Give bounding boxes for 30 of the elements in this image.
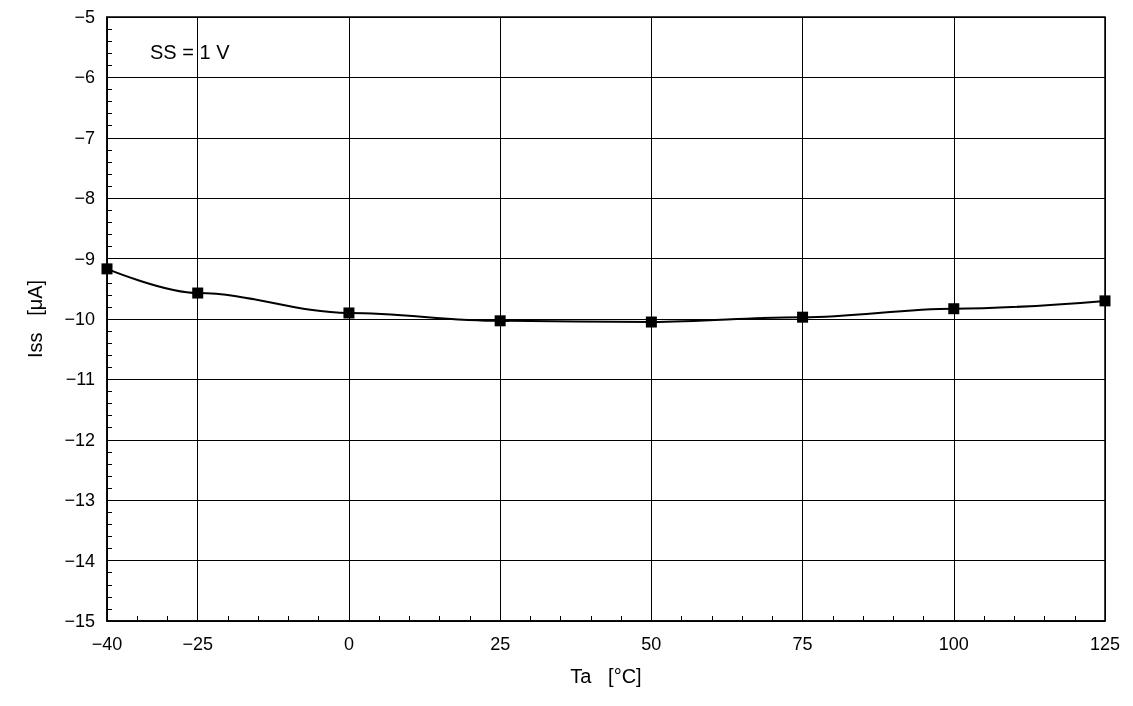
x-tick-label: −25 [182,634,213,654]
point [101,263,113,275]
point [797,311,809,323]
point [1099,295,1111,307]
y-tick-label: −14 [64,550,95,571]
x-tick-label: 100 [938,634,969,654]
point [343,307,355,319]
y-tick-label: −11 [65,369,95,390]
point [948,303,960,315]
y-tick-label: −5 [74,7,95,27]
x-axis-title: Ta [°C] [570,665,642,687]
y-tick-label: −12 [64,429,95,450]
y-axis-title: Iss [μA] [24,279,46,359]
y-tick-label: −6 [74,67,95,88]
x-tick-label: 0 [343,634,354,654]
y-tick-label: −13 [64,490,95,511]
x-tick-label: 50 [641,634,662,654]
y-tick-label: −9 [74,248,95,269]
x-tick-label: −40 [91,634,123,654]
y-tick-label: −8 [74,188,95,209]
x-tick-label: 75 [792,634,813,654]
point [645,316,657,328]
x-tick-label: 25 [490,634,511,654]
annotation: SS = 1 V [150,41,231,63]
x-tick-label: 125 [1089,634,1121,654]
y-tick-label: −10 [64,309,95,329]
point [494,315,506,327]
y-tick-label: −15 [64,611,95,631]
y-tick-label: −7 [74,127,95,148]
point [192,287,204,299]
